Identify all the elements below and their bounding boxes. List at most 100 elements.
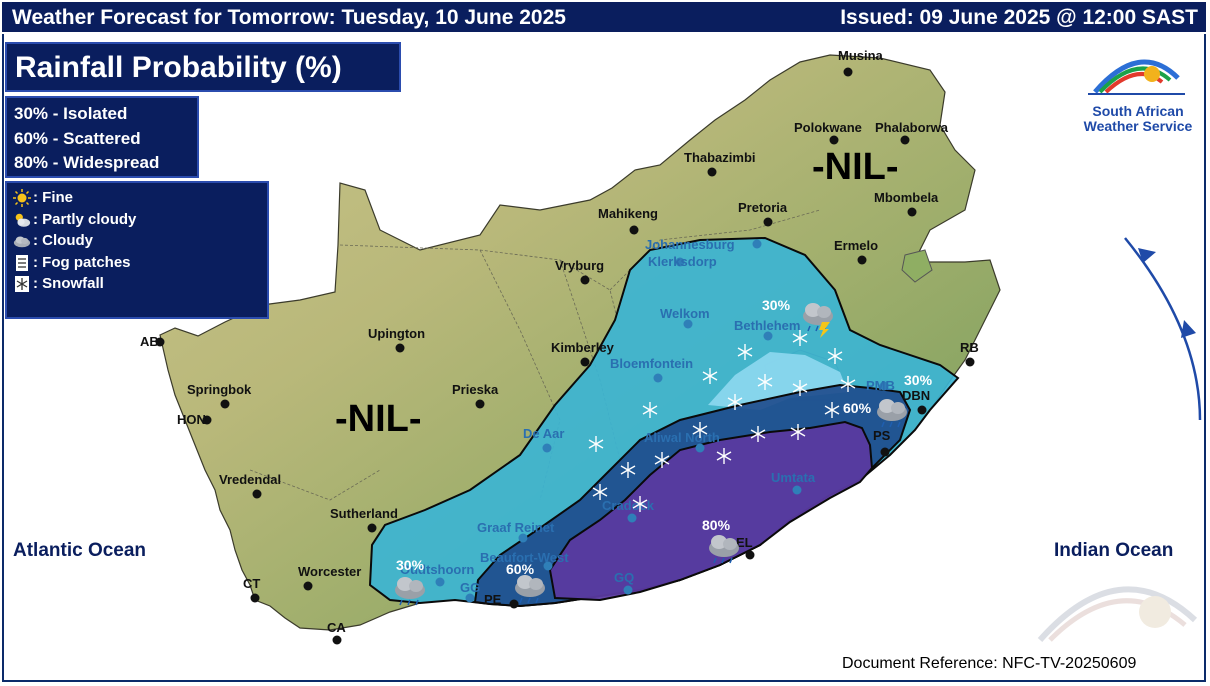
city-dot-oudtshoorn <box>435 577 445 587</box>
logo-text: South African Weather Service <box>1070 104 1206 134</box>
map-title-box: Rainfall Probability (%) <box>5 42 401 92</box>
city-label-pe: PE <box>484 592 502 607</box>
probability-legend: 30% - Isolated 60% - Scattered 80% - Wid… <box>5 96 199 178</box>
snowflake-icon <box>632 496 648 512</box>
city-dot-pmb <box>879 381 889 391</box>
city-dot-johannesburg <box>752 239 762 249</box>
legend-snowfall-label: : Snowfall <box>33 275 104 292</box>
city-label-hon: HON <box>177 412 206 427</box>
logo-line-1: South African <box>1092 103 1184 119</box>
city-dot-sutherland <box>367 523 377 533</box>
city-dot-gg <box>465 593 475 603</box>
city-label-welkom: Welkom <box>660 306 710 321</box>
city-label-rb: RB <box>960 340 979 355</box>
city-dot-klerksdorp <box>675 257 685 267</box>
city-label-ct: CT <box>243 576 260 591</box>
city-label-vryburg: Vryburg <box>555 258 604 273</box>
city-label-gg: GG <box>460 580 480 595</box>
city-label-ermelo: Ermelo <box>834 238 878 253</box>
city-dot-rb <box>965 357 975 367</box>
city-dot-welkom <box>683 319 693 329</box>
city-label-klerksdorp: Klerksdorp <box>648 254 717 269</box>
snowflake-icon <box>827 348 843 364</box>
forecast-title: Weather Forecast for Tomorrow: Tuesday, … <box>12 6 566 29</box>
document-reference: Document Reference: NFC-TV-20250609 <box>842 655 1137 672</box>
city-label-polokwane: Polokwane <box>794 120 862 135</box>
snowflake-icon <box>824 402 840 418</box>
city-dot-ct <box>250 593 260 603</box>
city-label-mbombela: Mbombela <box>874 190 939 205</box>
snowflake-icon <box>692 422 708 438</box>
city-label-ab: AB <box>140 334 159 349</box>
legend-snowfall: : Snowfall <box>15 275 267 297</box>
fog-icon <box>16 254 28 271</box>
city-label-vredendal: Vredendal <box>219 472 281 487</box>
snowflake-icon <box>642 402 658 418</box>
city-label-kimberley: Kimberley <box>551 340 615 355</box>
city-dot-pretoria <box>763 217 773 227</box>
city-label-johannesburg: Johannesburg <box>645 237 735 252</box>
city-dot-hon <box>202 415 212 425</box>
snowflake-icon <box>654 452 670 468</box>
city-label-cradock: Cradock <box>602 498 655 513</box>
legend-cloudy-label: : Cloudy <box>33 232 93 249</box>
zone-percent-label: 30% <box>396 557 425 573</box>
city-dot-graaff-reinet <box>518 533 528 543</box>
nil-label-west: -NIL- <box>335 398 422 440</box>
city-dot-bloemfontein <box>653 373 663 383</box>
city-label-upington: Upington <box>368 326 425 341</box>
cold-front-triangle <box>1138 248 1156 263</box>
city-dot-el <box>745 550 755 560</box>
eswatini-outline <box>901 249 933 283</box>
city-dot-thabazimbi <box>707 167 717 177</box>
city-label-thabazimbi: Thabazimbi <box>684 150 756 165</box>
city-label-bloemfontein: Bloemfontein <box>610 356 693 371</box>
city-dot-umtata <box>792 485 802 495</box>
city-label-springbok: Springbok <box>187 382 252 397</box>
zone-percentage-labels: 30% 60% 80% 60% 30% 30% <box>396 297 933 577</box>
city-dot-upington <box>395 343 405 353</box>
indian-ocean-label: Indian Ocean <box>1054 540 1174 561</box>
saws-logo-icon <box>1088 59 1185 95</box>
city-dot-mbombela <box>907 207 917 217</box>
city-label-aliwal-north: Aliwal North <box>644 430 720 445</box>
city-dot-ermelo <box>857 255 867 265</box>
city-label-worcester: Worcester <box>298 564 361 579</box>
rain-cloud-icon <box>515 575 545 604</box>
city-label-musina: Musina <box>838 48 884 63</box>
zone-percent-label: 30% <box>762 297 791 313</box>
city-dot-beaufort-west <box>543 561 553 571</box>
city-label-umtata: Umtata <box>771 470 816 485</box>
legend-fine: : Fine <box>13 189 267 211</box>
legend-partly-cloudy: : Partly cloudy <box>15 211 267 233</box>
city-label-phalaborwa: Phalaborwa <box>875 120 949 135</box>
legend-isolated: 30% - Isolated <box>14 104 128 123</box>
city-dot-mahikeng <box>629 225 639 235</box>
zone-percent-label: 60% <box>506 561 535 577</box>
snowflake-icon <box>737 344 753 360</box>
snowflake-icon <box>840 376 856 392</box>
city-label-beaufort-west: Beaufort-West <box>480 550 569 565</box>
city-label-pretoria: Pretoria <box>738 200 788 215</box>
sun-icon <box>13 189 31 207</box>
city-dot-gq <box>623 585 633 595</box>
city-dot-kimberley <box>580 357 590 367</box>
snowflake-icon <box>792 380 808 396</box>
zone-percent-label: 30% <box>904 372 933 388</box>
city-dot-de-aar <box>542 443 552 453</box>
city-label-ps: PS <box>873 428 891 443</box>
city-label-ca: CA <box>327 620 346 635</box>
city-label-pmb: PMB <box>866 378 895 393</box>
city-label-gq: GQ <box>614 570 634 585</box>
logo-line-2: Weather Service <box>1083 118 1193 134</box>
legend-widespread: 80% - Widespread <box>14 153 160 172</box>
city-dot-prieska <box>475 399 485 409</box>
symbol-legend: : Fine : Partly cloudy : Cloudy : Fog pa… <box>5 181 269 319</box>
snowflake-icon <box>792 330 808 346</box>
city-label-prieska: Prieska <box>452 382 499 397</box>
rain-cloud-icon <box>877 399 907 428</box>
city-label-bethlehem: Bethlehem <box>734 318 800 333</box>
snowflake-icon <box>702 368 718 384</box>
city-dot-pe <box>509 599 519 609</box>
